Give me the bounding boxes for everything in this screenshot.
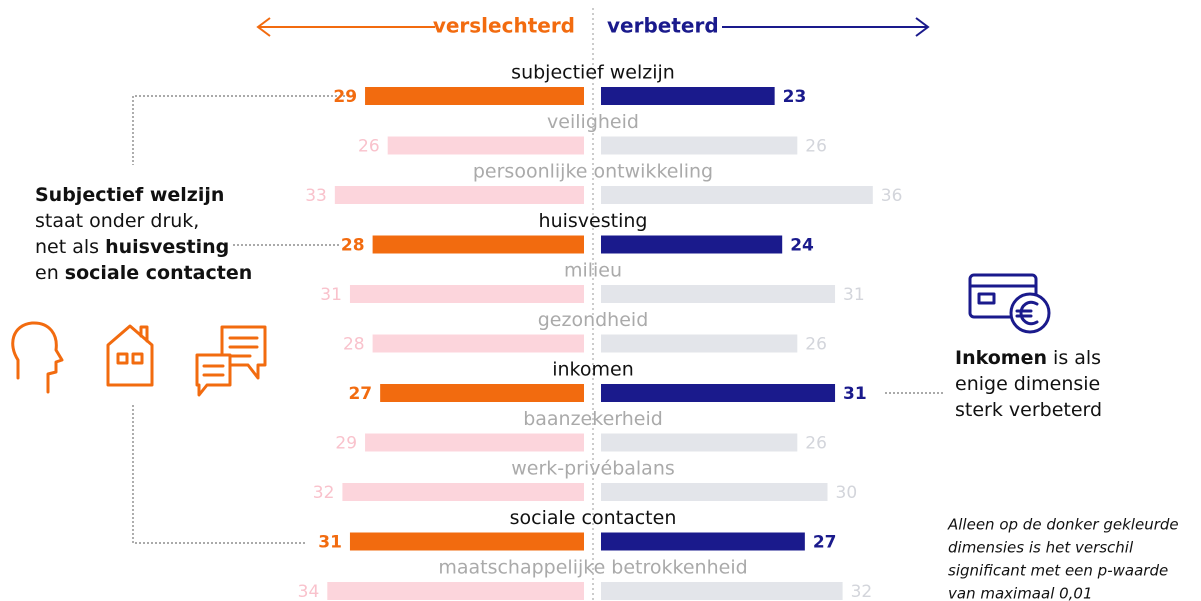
right-note: sterk verbeterd (955, 399, 1102, 421)
bar (387, 136, 584, 155)
legend-left: verslechterd (433, 14, 575, 38)
category-label: milieu (564, 260, 622, 282)
value-label: 31 (320, 285, 342, 305)
value-label: 31 (318, 533, 342, 553)
value-label: 34 (298, 582, 320, 601)
right-note: Inkomen is als (955, 347, 1101, 369)
category-label: persoonlijke ontwikkeling (473, 161, 713, 183)
left-note-part: net als (35, 236, 105, 258)
right-note-part: enige dimensie (955, 373, 1100, 395)
bar (601, 136, 798, 155)
footnote: significant met een p-waarde (948, 562, 1168, 580)
left-note-part: Subjectief welzijn (35, 184, 224, 206)
value-label: 29 (335, 434, 357, 454)
category-label: sociale contacten (510, 507, 677, 529)
bar (601, 582, 843, 600)
value-label: 31 (843, 384, 867, 404)
footnote: Alleen op de donker gekleurde (947, 516, 1179, 534)
right-note-part: is als (1047, 347, 1101, 369)
left-note-part: staat onder druk, (35, 210, 199, 232)
icon-head (11, 321, 64, 394)
bar (601, 87, 775, 105)
bar (601, 384, 836, 402)
value-label: 31 (843, 285, 865, 305)
value-label: 32 (313, 483, 335, 503)
icon-house (106, 324, 154, 387)
category-label: maatschappelijke betrokkenheid (438, 557, 747, 579)
category-label: inkomen (552, 359, 634, 381)
left-note: Subjectief welzijn (35, 184, 224, 206)
value-label: 29 (333, 87, 357, 107)
left-note: net als huisvesting (35, 236, 229, 258)
category-label: veiligheid (547, 111, 639, 133)
bar (334, 186, 584, 204)
category-label: werk-privébalans (511, 458, 675, 480)
bar (349, 285, 584, 303)
bar (365, 87, 584, 105)
value-label: 28 (341, 236, 365, 256)
category-label: gezondheid (538, 309, 649, 331)
connectors (132, 95, 945, 544)
value-label: 28 (343, 335, 365, 355)
value-label: 30 (836, 483, 858, 503)
bar (372, 334, 584, 353)
bar (327, 582, 584, 600)
bar (601, 334, 798, 353)
right-note-part: Inkomen (955, 347, 1047, 369)
category-label: subjectief welzijn (511, 62, 675, 84)
value-label: 33 (305, 186, 327, 206)
value-label: 26 (805, 434, 827, 454)
bar (601, 532, 805, 551)
bar (601, 235, 783, 254)
legend-right: verbeterd (607, 14, 719, 38)
value-label: 23 (783, 87, 807, 107)
value-label: 36 (881, 186, 903, 206)
bar (380, 384, 584, 402)
icon-chat (195, 325, 267, 397)
bar (342, 483, 584, 501)
arrow-right (722, 17, 930, 37)
left-note: staat onder druk, (35, 210, 199, 232)
value-label: 27 (348, 384, 372, 404)
left-note-part: huisvesting (105, 236, 229, 258)
value-label: 24 (790, 236, 814, 256)
value-label: 27 (813, 533, 837, 553)
footnote: dimensies is het verschil (948, 539, 1134, 557)
left-note-part: en (35, 262, 65, 284)
bar (601, 186, 873, 204)
category-label: huisvesting (539, 210, 648, 232)
icon-card (968, 273, 1051, 334)
bar (601, 483, 828, 501)
bar (601, 285, 836, 303)
arrow-left (256, 17, 435, 37)
right-note-part: sterk verbeterd (955, 399, 1102, 421)
bar (349, 532, 584, 551)
value-label: 26 (805, 137, 827, 157)
right-note: enige dimensie (955, 373, 1100, 395)
bar (601, 433, 798, 452)
left-note: en sociale contacten (35, 262, 252, 284)
bar (365, 433, 584, 452)
left-note-part: sociale contacten (65, 262, 252, 284)
value-label: 32 (851, 582, 873, 601)
value-label: 26 (358, 137, 380, 157)
footnote: van maximaal 0,01 (948, 585, 1093, 601)
bar (372, 235, 584, 254)
value-label: 26 (805, 335, 827, 355)
category-label: baanzekerheid (523, 408, 663, 430)
